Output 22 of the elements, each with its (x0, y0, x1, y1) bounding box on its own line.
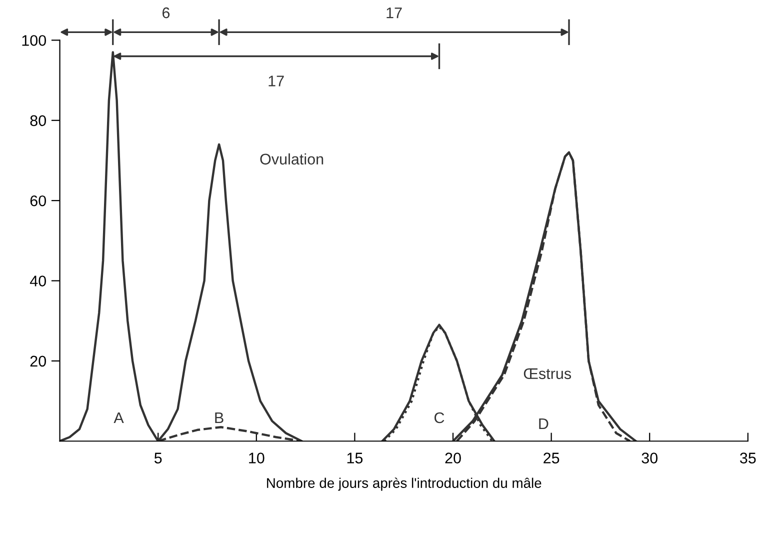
annotation: Œstrus (524, 368, 572, 380)
annotation: C (434, 412, 444, 424)
annotation: Ovulation (260, 153, 324, 165)
x-tick-label: 5 (154, 452, 162, 464)
y-tick-label: 80 (30, 115, 46, 126)
y-tick-label: 100 (22, 35, 46, 46)
annotation: B (215, 412, 224, 424)
text: 17 (386, 8, 402, 18)
annotation: D (539, 418, 548, 430)
text: 6 (162, 7, 170, 18)
y-tick-label: 40 (30, 276, 46, 286)
x-axis-title: Nombre de jours après l'introduction du mâle (267, 478, 542, 491)
x-tick-label: 30 (642, 452, 658, 464)
x-tick-label: 10 (249, 452, 264, 464)
y-tick-label: 60 (30, 195, 46, 206)
x-tick-label: 25 (544, 452, 560, 464)
x-tick-label: 35 (740, 452, 756, 464)
annotation: A (114, 412, 124, 424)
x-tick-label: 15 (347, 452, 363, 464)
y-tick-label: 20 (30, 356, 46, 367)
x-tick-label: 20 (445, 452, 461, 464)
annotation: 17 (268, 76, 284, 86)
